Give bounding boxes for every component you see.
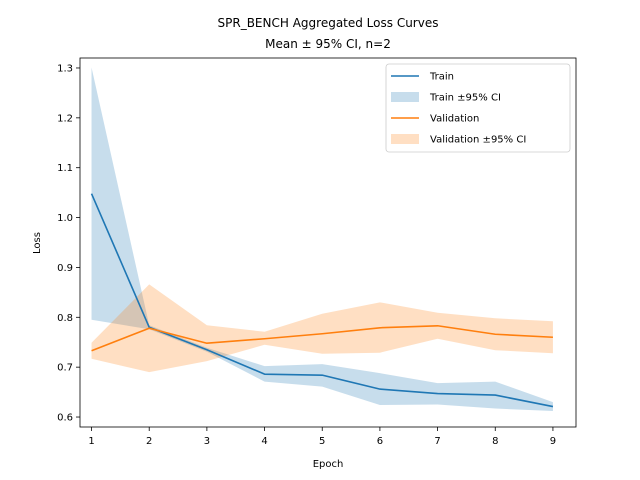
series-line-train — [90, 193, 554, 408]
x-axis-label: Epoch — [313, 459, 344, 470]
ci-band-validation — [91, 284, 553, 373]
x-tick-label: 1 — [88, 436, 94, 447]
series-lines — [90, 193, 554, 408]
chart-subtitle: Mean ± 95% CI, n=2 — [265, 37, 391, 51]
y-tick-label: 0.8 — [57, 313, 73, 324]
chart-title: SPR_BENCH Aggregated Loss Curves — [218, 16, 439, 30]
x-axis-ticks: 1 2 3 4 5 6 7 8 9 — [88, 427, 556, 447]
legend-swatch-validation-ci — [391, 134, 419, 144]
legend-box — [385, 63, 571, 153]
plot-frame — [79, 57, 577, 428]
legend-swatch-train-ci — [391, 92, 419, 102]
series-line-validation — [91, 324, 553, 352]
x-tick-label: 2 — [146, 436, 152, 447]
y-tick-label: 1.3 — [57, 63, 73, 74]
legend-label-train: Train — [429, 72, 454, 83]
y-tick-label: 1.0 — [57, 213, 73, 224]
y-tick-label: 1.2 — [57, 113, 73, 124]
legend-label-validation: Validation — [430, 114, 479, 125]
x-tick-label: 7 — [434, 436, 440, 447]
y-tick-label: 0.9 — [57, 263, 73, 274]
legend-label-train-ci: Train ±95% CI — [429, 93, 501, 104]
legend: Train Train ±95% CI Validation Validation ±… — [385, 63, 571, 153]
x-tick-label: 3 — [204, 436, 210, 447]
x-tick-label: 9 — [550, 436, 556, 447]
y-axis-ticks: 0.6 0.7 0.8 0.9 1.0 1.1 1.2 1.3 — [57, 63, 80, 424]
legend-label-validation-ci: Validation ±95% CI — [430, 135, 526, 146]
y-tick-label: 0.6 — [57, 413, 73, 424]
x-tick-label: 4 — [261, 436, 267, 447]
x-tick-label: 6 — [377, 436, 383, 447]
y-tick-label: 1.1 — [57, 163, 73, 174]
y-axis-label: Loss — [32, 232, 43, 254]
y-tick-label: 0.7 — [57, 363, 73, 374]
x-tick-label: 5 — [319, 436, 325, 447]
x-tick-label: 8 — [492, 436, 498, 447]
